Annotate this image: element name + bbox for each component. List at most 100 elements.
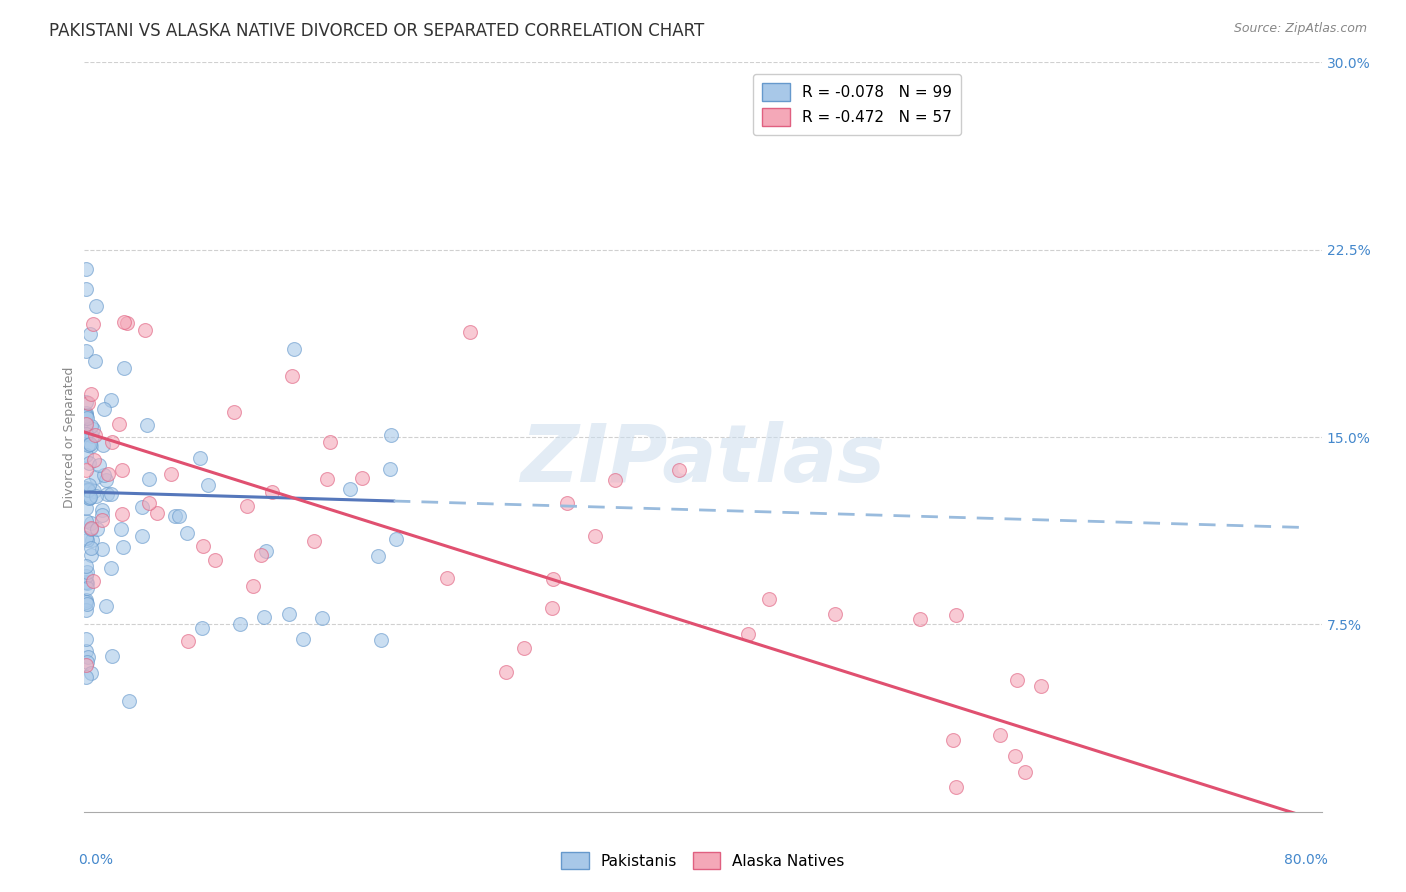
Point: [100, 392, 122, 407]
Point: [100, 560, 122, 574]
Point: [90, 508, 112, 523]
Point: [603, 473, 626, 487]
Point: [107, 417, 129, 431]
Point: [76, 597, 98, 611]
Point: [250, 549, 273, 563]
Point: [256, 544, 278, 558]
Point: [458, 325, 481, 339]
Point: [1004, 749, 1026, 764]
Point: [367, 549, 389, 563]
Point: [75, 406, 97, 420]
Point: [76, 411, 98, 425]
Point: [1014, 764, 1036, 779]
Point: [758, 592, 780, 607]
Point: [80, 666, 103, 681]
Text: ZIPatlas: ZIPatlas: [520, 420, 886, 499]
Point: [436, 571, 458, 585]
Point: [278, 607, 301, 621]
Point: [84, 489, 107, 503]
Point: [77, 478, 100, 492]
Point: [942, 732, 965, 747]
Point: [96, 473, 118, 487]
Point: [176, 526, 198, 541]
Point: [87, 458, 110, 472]
Point: [75, 531, 97, 545]
Point: [824, 607, 846, 621]
Point: [76, 565, 98, 579]
Point: [302, 534, 325, 549]
Point: [190, 620, 212, 634]
Point: [84, 353, 107, 368]
Point: [380, 428, 402, 442]
Point: [82, 574, 104, 588]
Point: [75, 568, 97, 582]
Point: [385, 533, 408, 547]
Point: [76, 396, 98, 410]
Point: [229, 617, 252, 632]
Point: [283, 342, 305, 356]
Text: PAKISTANI VS ALASKA NATIVE DIVORCED OR SEPARATED CORRELATION CHART: PAKISTANI VS ALASKA NATIVE DIVORCED OR S…: [49, 22, 704, 40]
Point: [100, 486, 122, 500]
Point: [352, 471, 374, 485]
Text: 80.0%: 80.0%: [1284, 853, 1327, 867]
Point: [75, 514, 97, 528]
Point: [77, 650, 100, 665]
Point: [101, 649, 124, 664]
Legend: R = -0.078   N = 99, R = -0.472   N = 57: R = -0.078 N = 99, R = -0.472 N = 57: [754, 74, 962, 135]
Point: [75, 420, 97, 434]
Point: [316, 472, 339, 486]
Point: [1029, 679, 1052, 693]
Point: [80, 541, 103, 556]
Point: [75, 417, 97, 431]
Point: [75, 657, 97, 672]
Point: [97, 467, 120, 481]
Point: [134, 323, 156, 337]
Point: [111, 507, 134, 521]
Point: [190, 450, 212, 465]
Point: [80, 418, 103, 433]
Point: [90, 503, 112, 517]
Point: [75, 500, 97, 515]
Point: [555, 496, 578, 510]
Point: [86, 523, 108, 537]
Point: [82, 533, 104, 547]
Point: [131, 529, 153, 543]
Point: [235, 499, 257, 513]
Point: [112, 540, 135, 554]
Point: [75, 481, 97, 495]
Point: [75, 282, 97, 296]
Point: [131, 500, 153, 514]
Point: [77, 456, 100, 470]
Point: [512, 640, 534, 655]
Point: [83, 453, 105, 467]
Point: [281, 368, 304, 383]
Point: [76, 438, 98, 452]
Point: [96, 486, 118, 500]
Point: [908, 612, 931, 626]
Point: [76, 533, 98, 547]
Text: 0.0%: 0.0%: [79, 853, 112, 867]
Point: [380, 462, 402, 476]
Point: [197, 477, 219, 491]
Point: [76, 581, 98, 595]
Point: [75, 670, 97, 684]
Point: [204, 553, 226, 567]
Point: [76, 576, 98, 591]
Point: [160, 467, 183, 481]
Point: [110, 522, 132, 536]
Point: [76, 483, 98, 498]
Point: [79, 516, 101, 530]
Point: [75, 409, 97, 423]
Point: [75, 426, 97, 441]
Point: [111, 462, 134, 476]
Point: [80, 428, 103, 442]
Point: [260, 484, 283, 499]
Point: [80, 548, 103, 562]
Point: [80, 521, 103, 535]
Point: [100, 435, 122, 450]
Point: [370, 632, 392, 647]
Point: [945, 780, 967, 794]
Point: [737, 627, 759, 641]
Point: [75, 463, 97, 477]
Point: [118, 694, 141, 708]
